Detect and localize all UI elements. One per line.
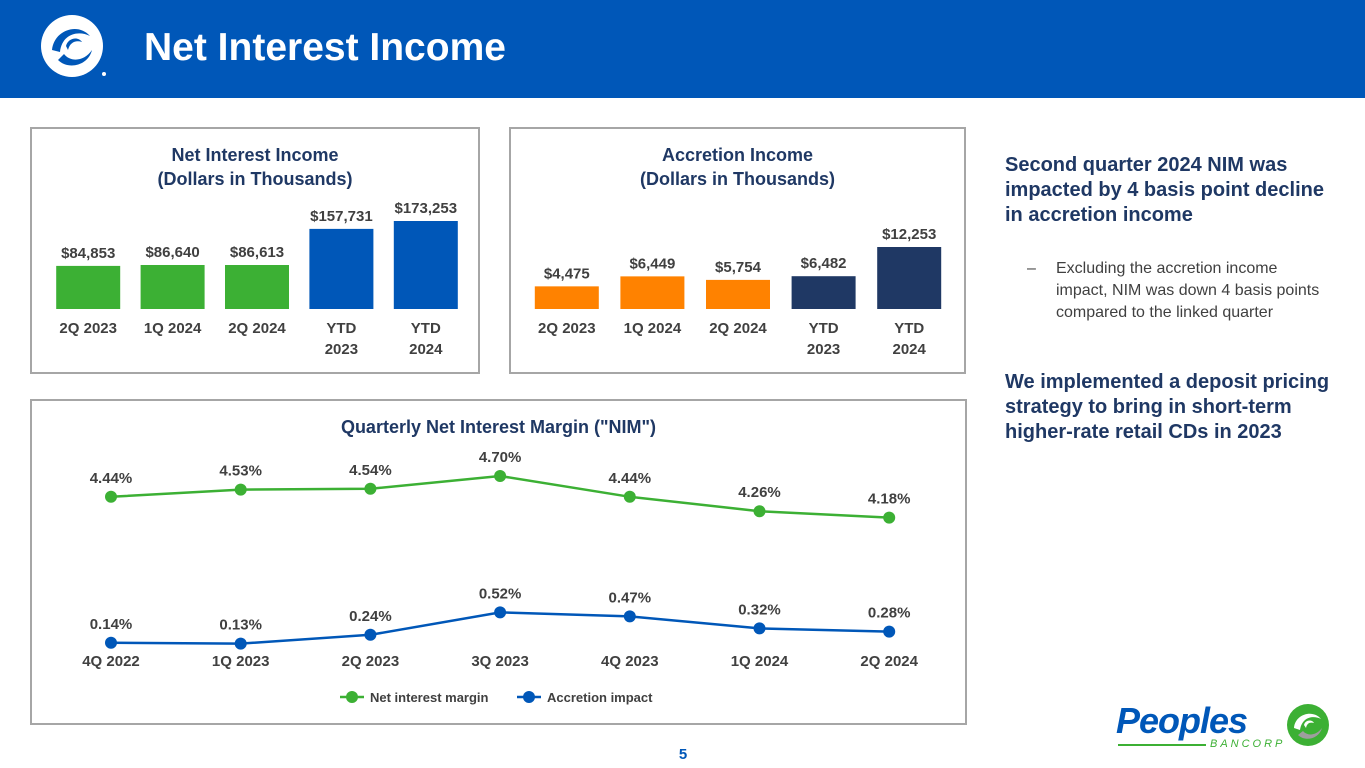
chart-title: Quarterly Net Interest Margin ("NIM") [340,417,657,437]
data-point [364,628,377,641]
accretion-income-panel: Accretion Income (Dollars in Thousands) … [509,127,966,374]
x-tick-label: YTD [411,320,441,337]
commentary-point-2: We implemented a deposit pricing strateg… [1005,371,1330,443]
x-tick-label: 1Q 2024 [624,320,682,337]
bar [393,221,458,309]
commentary-subpoint-text: Excluding the accretion income impact, N… [1056,260,1320,321]
x-tick-label: 4Q 2022 [82,653,140,670]
x-tick-label: 2Q 2023 [538,320,596,337]
data-point [753,505,766,518]
page-title: Net Interest Income [144,26,506,69]
x-tick-label: 2024 [893,341,927,358]
data-label: 0.32% [738,601,781,618]
bar [56,265,121,309]
data-label: $4,475 [544,265,590,282]
chart-subtitle: (Dollars in Thousands) [157,169,353,189]
data-label: 0.28% [868,605,911,622]
data-label: 4.54% [349,462,392,479]
x-tick-label: 2Q 2024 [860,653,918,670]
data-point [883,511,896,524]
data-label: $6,449 [629,255,675,272]
x-tick-label: YTD [809,320,839,337]
data-point [234,637,247,650]
data-label: $12,253 [882,226,936,243]
x-tick-label: 2023 [325,341,358,358]
data-label: 4.70% [479,449,522,466]
x-tick-label: 2Q 2024 [709,320,767,337]
bar [706,279,770,309]
legend-swatch-marker [523,691,535,703]
x-tick-label: 3Q 2023 [471,653,529,670]
x-tick-label: 2023 [807,341,840,358]
accretion-income-chart: $4,475 2Q 2023 $6,449 1Q 2024 $5,754 2Q 2024 $… [534,226,942,358]
bar [309,228,374,309]
page-number: 5 [678,746,688,763]
bar [225,265,289,309]
data-point [105,636,117,649]
data-label: 4.44% [90,470,133,487]
x-tick-label: 4Q 2023 [601,653,659,670]
header-bar: Net Interest Income [0,0,1365,98]
data-label: 0.52% [479,585,522,602]
chart-title: Accretion Income [661,145,814,165]
x-tick-label: 1Q 2024 [731,653,789,670]
data-label: 0.47% [609,589,652,606]
nim-panel: Quarterly Net Interest Margin ("NIM") 4.… [30,399,967,725]
company-logo-icon [41,15,106,77]
bar [791,276,856,309]
dash-bullet: – [1027,260,1036,277]
data-point [883,625,896,638]
data-label: $5,754 [715,259,762,276]
x-tick-label: YTD [894,320,924,337]
commentary-point-1: Second quarter 2024 NIM was impacted by … [1005,154,1324,226]
data-point [623,610,636,623]
data-point [494,470,507,482]
x-tick-label: 2Q 2023 [59,320,117,337]
chart-title: Net Interest Income [171,145,339,165]
x-tick-label: 2Q 2024 [228,320,286,337]
data-label: $86,640 [145,244,199,261]
legend-swatch-marker [346,691,358,703]
data-label: 4.53% [219,463,262,480]
net-interest-income-panel: Net Interest Income (Dollars in Thousand… [30,127,480,374]
net-interest-income-chart: $84,853 2Q 2023 $86,640 1Q 2024 $86,613 2Q 20… [56,200,458,358]
brand-wordmark: Peoples [1116,700,1248,741]
x-tick-label: 2Q 2023 [342,653,400,670]
data-label: 0.24% [349,608,392,625]
legend-label: Accretion impact [547,690,653,705]
bar [620,276,685,309]
data-label: 0.13% [219,617,262,634]
legend-label: Net interest margin [370,690,489,705]
x-tick-label: YTD [326,320,356,337]
data-label: 4.44% [609,470,652,487]
data-point [623,490,636,503]
brand-mark-icon [1287,704,1329,746]
data-label: 0.14% [90,616,133,633]
data-label: 4.26% [738,484,781,501]
data-label: $84,853 [61,245,115,262]
x-tick-label: 1Q 2024 [144,320,202,337]
bar [877,247,942,309]
data-label: 4.18% [868,491,911,508]
data-label: $173,253 [395,200,458,217]
bar [534,286,599,309]
data-point [234,483,247,496]
data-point [753,622,766,635]
brand-logo: Peoples BANCORP [1115,700,1335,752]
nim-line-chart: 4.44% 4.53% 4.54% 4.70% 4.44% 4.26% 4.18% 0.14%… [82,449,918,705]
x-tick-label: 1Q 2023 [212,653,270,670]
data-point [364,482,377,495]
data-point [494,606,507,619]
chart-subtitle: (Dollars in Thousands) [639,169,835,189]
brand-subtitle: BANCORP [1210,738,1286,750]
data-point [105,490,117,503]
data-label: $6,482 [801,255,847,272]
brand-rule [1118,744,1206,746]
bar [140,264,205,309]
data-label: $86,613 [230,244,284,261]
x-tick-label: 2024 [409,341,443,358]
data-label: $157,731 [310,208,373,225]
